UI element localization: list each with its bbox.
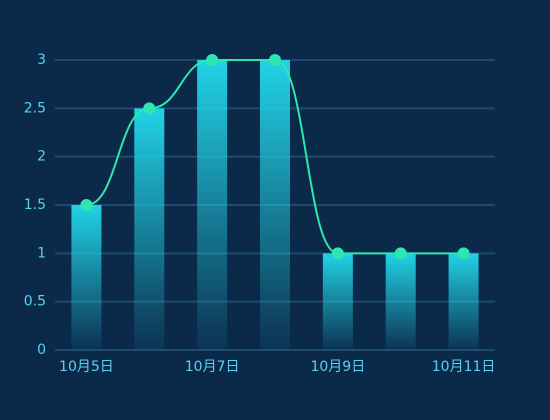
point [394, 247, 407, 260]
bar [260, 60, 290, 350]
bar [71, 205, 102, 350]
x-tick-label: 10月11日 [432, 359, 496, 375]
x-tick-label: 10月5日 [59, 359, 114, 375]
bar [385, 253, 416, 350]
bar [322, 253, 353, 350]
y-tick-label: 0 [37, 342, 46, 358]
y-tick-label: 0.5 [24, 294, 46, 310]
bar [134, 108, 165, 350]
point [269, 54, 281, 66]
point [457, 247, 470, 260]
point [331, 247, 344, 260]
y-tick-label: 2.5 [24, 100, 46, 116]
x-tick-label: 10月7日 [185, 359, 240, 375]
point [206, 54, 219, 66]
bar [197, 60, 228, 350]
point [143, 102, 156, 115]
x-tick-label: 10月9日 [310, 359, 365, 375]
bar [448, 253, 479, 350]
y-tick-label: 2 [37, 149, 46, 165]
y-tick-label: 1 [37, 245, 46, 261]
point [80, 199, 93, 211]
y-tick-label: 3 [37, 52, 46, 68]
y-tick-label: 1.5 [24, 197, 46, 213]
